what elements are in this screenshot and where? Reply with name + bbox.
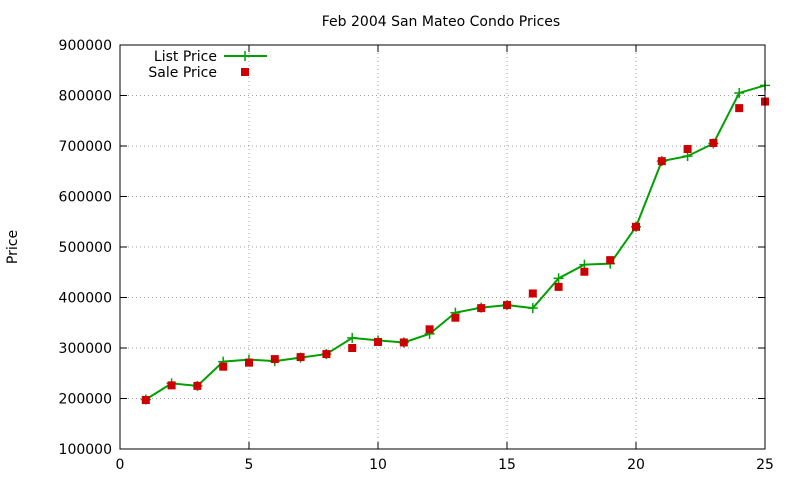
- sale-price-point: [580, 267, 589, 276]
- list-price-point: [527, 303, 538, 314]
- legend-label: List Price: [154, 49, 217, 65]
- y-tick-label: 900000: [59, 38, 112, 54]
- y-tick-label: 600000: [59, 190, 112, 206]
- list-price-point: [347, 332, 358, 343]
- legend-label: Sale Price: [148, 65, 217, 81]
- sale-price-point: [554, 282, 563, 291]
- sale-price-point: [399, 338, 408, 347]
- list-price-point: [553, 273, 564, 284]
- y-tick-label: 500000: [59, 240, 112, 256]
- list-price-line: [145, 84, 766, 401]
- sale-price-point: [219, 362, 228, 371]
- x-tick-label: 20: [627, 457, 645, 473]
- list-price-point: [734, 87, 745, 98]
- sale-price-point: [528, 289, 537, 298]
- sale-price-point: [374, 337, 382, 346]
- sale-price-point: [657, 157, 666, 166]
- y-tick-label: 800000: [59, 89, 112, 105]
- series-layer: [140, 80, 770, 405]
- axis-ticks: 0 5 10 15 20 25 100000 200000 300000 400000 500000…: [59, 38, 774, 473]
- sale-price-point: [141, 396, 150, 405]
- sale-price-point: [245, 358, 253, 367]
- grid: [120, 45, 765, 449]
- sale-price-point: [348, 344, 357, 352]
- sale-price-point: [451, 313, 460, 322]
- y-tick-label: 300000: [59, 341, 112, 357]
- sale-price-point: [632, 222, 640, 231]
- sale-price-point: [606, 256, 615, 265]
- sale-price-point: [296, 353, 305, 362]
- sale-price-point: [709, 138, 718, 147]
- sale-price-point: [270, 355, 279, 364]
- sale-price-point: [477, 304, 486, 313]
- sale-price-point: [322, 350, 331, 359]
- sale-price-point: [425, 325, 434, 334]
- x-tick-label: 0: [116, 457, 125, 473]
- chart-title: Feb 2004 San Mateo Condo Prices: [322, 14, 560, 30]
- y-tick-label: 100000: [59, 442, 112, 458]
- x-tick-label: 15: [498, 457, 516, 473]
- sale-price-point: [683, 145, 692, 154]
- plot-frame: [119, 44, 766, 450]
- y-tick-label: 200000: [59, 392, 112, 408]
- x-tick-label: 25: [756, 457, 774, 473]
- sale-price-point: [735, 104, 744, 113]
- y-tick-label: 700000: [59, 139, 112, 155]
- sale-price-point: [503, 301, 511, 310]
- legend-square-swatch: [241, 68, 249, 76]
- y-tick-label: 400000: [59, 291, 112, 307]
- sale-price-point: [193, 381, 202, 390]
- y-axis-label: Price: [5, 230, 21, 264]
- x-tick-label: 10: [369, 457, 387, 473]
- x-tick-label: 5: [245, 457, 254, 473]
- sale-price-point: [167, 381, 176, 390]
